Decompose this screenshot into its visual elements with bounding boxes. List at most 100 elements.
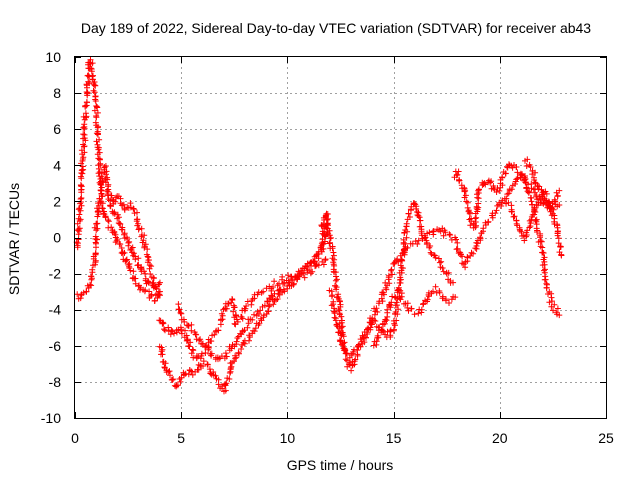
data-point [367,326,374,333]
data-point [554,232,561,239]
data-point [75,206,82,213]
data-point [488,178,495,185]
data-point [332,282,339,289]
data-point [435,255,442,262]
data-point [301,274,308,281]
data-point [94,130,101,137]
data-point [477,234,484,241]
data-point [81,131,88,138]
data-point [535,202,541,209]
data-point [474,240,481,247]
data-point [123,234,130,241]
data-point [149,280,156,287]
data-point [129,244,136,251]
data-point [351,346,357,353]
data-point [319,222,326,229]
data-point [391,259,398,266]
data-point [543,285,550,291]
data-point [84,99,90,106]
data-point [219,316,226,323]
data-point [144,246,151,253]
data-point [86,59,93,66]
data-point [185,371,192,378]
data-point [440,232,447,239]
data-point [446,300,452,306]
data-point [186,343,193,350]
data-point [265,303,272,310]
data-point [95,200,102,207]
data-point [138,225,145,232]
data-point [255,311,262,317]
data-point [456,177,463,184]
data-point [233,338,240,345]
data-point [161,364,168,371]
data-point [261,302,268,309]
data-point [343,350,350,357]
data-point [299,269,306,276]
data-point [556,202,563,209]
data-point [284,283,291,289]
y-tick-label: 10 [45,49,61,65]
data-point [146,265,153,272]
data-point [111,210,118,217]
data-point [188,321,195,328]
x-tick-label: 5 [177,430,185,446]
data-point [336,298,343,305]
data-point [450,279,457,286]
data-point [467,222,474,229]
data-point [394,287,401,294]
data-point [92,250,99,257]
data-point [394,256,401,263]
data-point [385,272,392,279]
data-point [84,72,91,79]
data-point [539,191,546,198]
data-point [170,376,177,383]
data-point [125,242,132,249]
data-point [524,188,531,195]
data-point [80,131,87,138]
data-point [415,212,422,219]
data-point [331,314,338,321]
data-point [493,189,500,195]
data-point [182,327,188,334]
data-series [326,225,461,361]
data-point [238,346,245,352]
data-point [142,241,149,248]
data-point [93,103,100,109]
data-point [190,347,197,354]
data-point [228,363,235,370]
data-point [89,60,96,67]
data-point [461,188,468,195]
data-point [152,284,159,290]
data-point [105,186,112,193]
data-point [231,304,238,311]
data-point [521,176,528,183]
data-point [251,311,257,318]
data-point [383,317,390,324]
data-point [327,239,333,246]
data-point [329,245,336,252]
data-point [223,305,230,312]
data-point [251,328,258,335]
data-point [134,262,141,269]
data-point [438,258,445,265]
data-point [526,161,533,168]
data-point [532,179,539,186]
data-point [383,286,390,293]
data-point [417,217,424,224]
data-point [315,262,322,269]
axes: 0 5 10 15 20 25 -10 -8 -6 -4 -2 0 2 4 6 8 10 [41,49,614,446]
data-point [255,322,262,328]
data-points [73,56,565,395]
data-point [94,225,101,232]
data-point [536,183,543,190]
data-point [83,288,90,295]
data-point [395,306,402,313]
data-point [187,339,194,346]
data-point [257,307,264,314]
data-point [265,298,271,305]
data-point [317,244,324,251]
data-point [230,358,237,365]
data-point [426,244,433,251]
data-point [338,313,345,320]
